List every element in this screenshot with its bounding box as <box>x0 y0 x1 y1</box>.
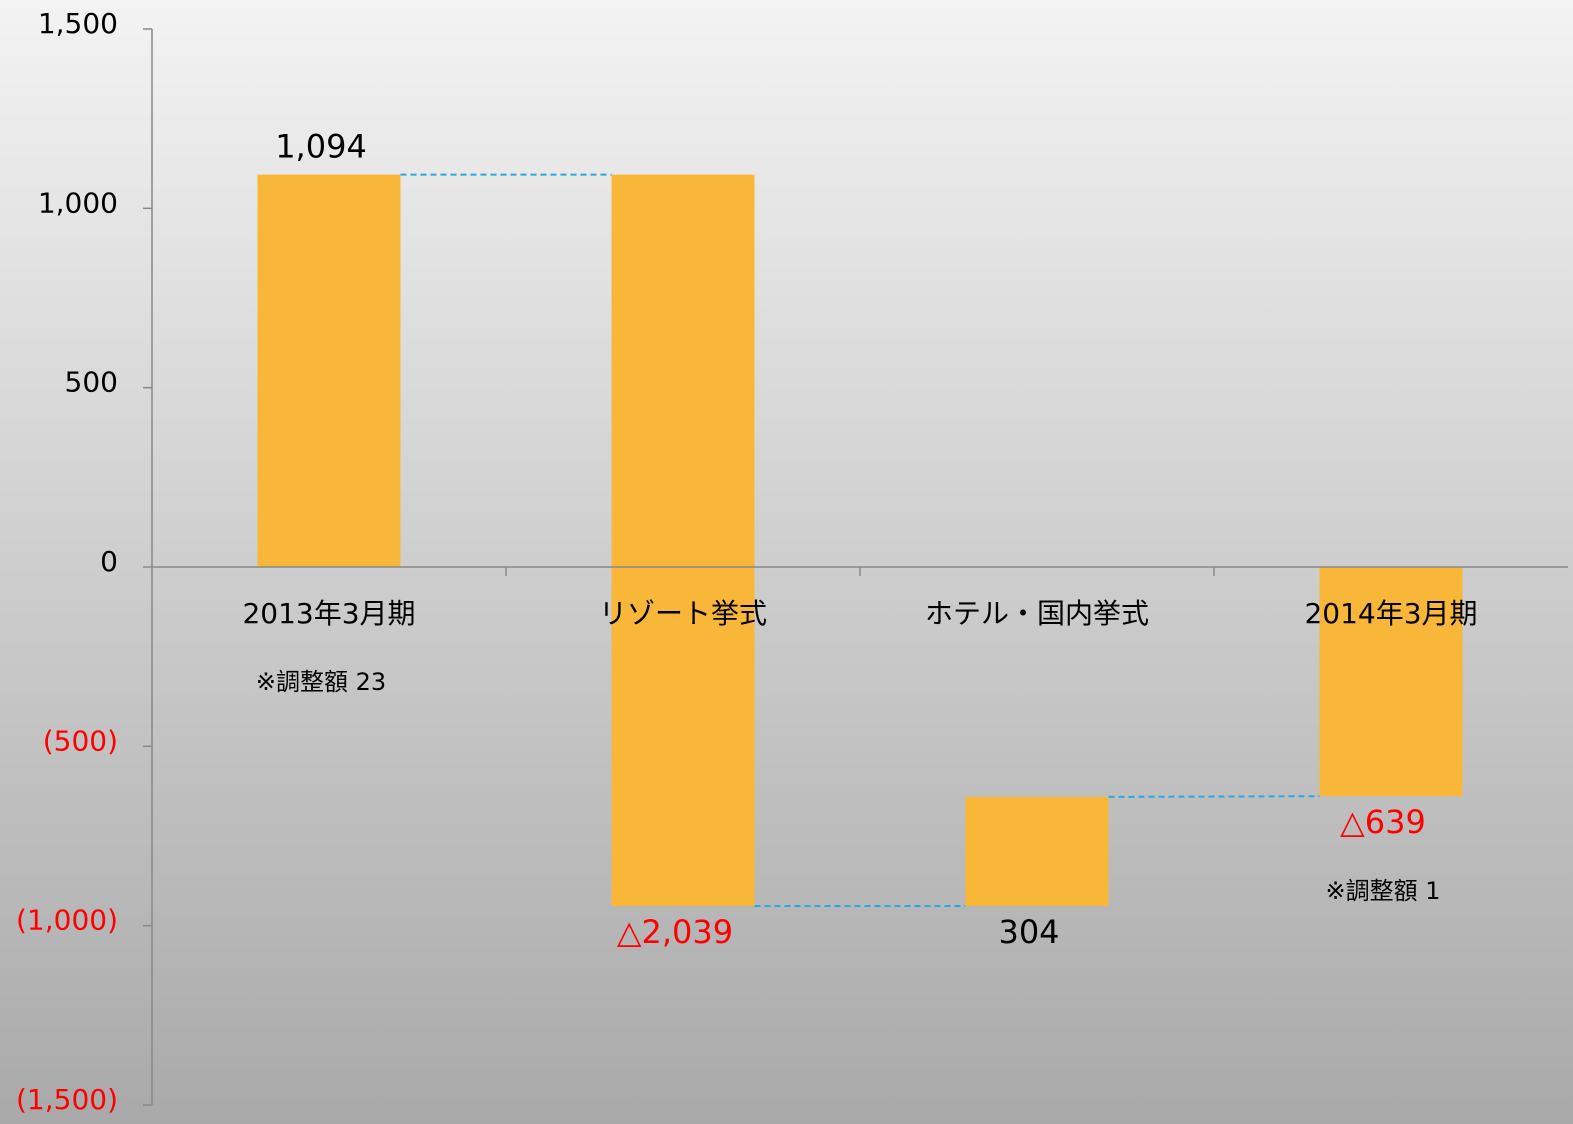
y-tick-label: 0 <box>100 545 118 578</box>
value-label: 1,094 <box>275 128 367 166</box>
value-label: △639 <box>1340 803 1426 841</box>
y-tick-label: (500) <box>43 724 118 757</box>
note: ※調整額 23 <box>256 668 386 696</box>
y-tick-label: (1,500) <box>16 1083 118 1116</box>
y-tick-label: 500 <box>65 366 118 399</box>
bar <box>611 174 755 906</box>
connector <box>1108 795 1320 798</box>
y-tick-label: (1,000) <box>16 904 118 937</box>
bar <box>257 174 401 568</box>
bar <box>1319 567 1463 797</box>
x-tick-label: 2014年3月期 <box>1304 597 1477 630</box>
y-tick-label: 1,000 <box>38 186 118 219</box>
x-tick-label: 2013年3月期 <box>242 597 415 630</box>
note: ※調整額 1 <box>1325 877 1440 905</box>
value-label: △2,039 <box>617 913 733 951</box>
value-label: 304 <box>998 913 1059 951</box>
bar <box>965 796 1109 906</box>
x-tick-label: リゾート挙式 <box>599 597 767 630</box>
x-tick-label: ホテル・国内挙式 <box>925 597 1149 630</box>
y-tick-label: 1,500 <box>38 7 118 40</box>
